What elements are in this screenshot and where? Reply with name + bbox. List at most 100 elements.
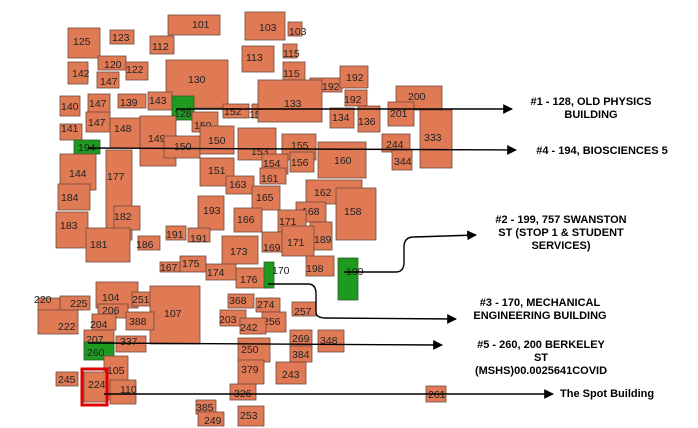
annotation-old-physics: #1 - 128, OLD PHYSICS BUILDING	[515, 96, 667, 122]
building-label: 163	[229, 179, 247, 191]
building-label: 245	[58, 374, 76, 386]
building-footprint	[117, 93, 147, 109]
building-footprint	[257, 79, 323, 123]
building-footprint	[222, 103, 250, 119]
building-label: 151	[208, 165, 226, 177]
arrow-3	[268, 283, 457, 324]
building-label: 167	[160, 262, 178, 274]
building-footprint	[199, 125, 235, 155]
building-label: 169	[263, 242, 281, 254]
annotation-line: #2 - 199, 757 SWANSTON	[495, 214, 627, 226]
building-label: 260	[87, 347, 105, 359]
building-label: 191	[190, 233, 208, 245]
building-label: 165	[256, 192, 274, 204]
building-label: 140	[61, 101, 79, 113]
building-label: 368	[229, 295, 247, 307]
annotation-berkeley: #5 - 260, 200 BERKELEY ST (MSHS)00.00256…	[456, 339, 626, 378]
building-label: 168	[302, 206, 320, 218]
building-footprint	[237, 337, 271, 363]
the-spot-highlight	[80, 367, 109, 407]
building-label: 194	[78, 142, 96, 154]
building-label: 274	[257, 299, 275, 311]
building-label: 147	[100, 76, 118, 88]
building-footprint	[241, 45, 275, 73]
building-footprint	[239, 317, 267, 335]
building-footprint	[263, 261, 275, 289]
building-label: 186	[136, 239, 154, 251]
building-label: 225	[70, 298, 88, 310]
arrow-2	[344, 230, 477, 273]
building-label: 348	[320, 335, 338, 347]
building-label: 134	[332, 112, 350, 124]
building-label: 154	[263, 158, 281, 170]
building-label: 148	[114, 123, 132, 135]
building-label: 173	[230, 246, 248, 258]
building-label: 115	[283, 68, 300, 80]
annotation-line: The Spot Building	[560, 388, 655, 400]
building-footprint	[387, 101, 415, 127]
building-footprint	[395, 85, 443, 111]
annotation-biosciences: #4 - 194, BIOSCIENCES 5	[522, 145, 682, 158]
building-label: 110	[120, 384, 137, 396]
building-footprint	[419, 109, 453, 169]
building-footprint	[221, 235, 259, 265]
building-label: 142	[72, 68, 90, 80]
building-footprint	[187, 227, 211, 243]
building-label: 133	[284, 98, 302, 110]
building-footprint	[282, 43, 298, 59]
building-label: 183	[60, 220, 78, 232]
building-label: 104	[102, 292, 120, 304]
building-label: 256	[263, 316, 281, 328]
building-label: 337	[120, 336, 138, 348]
building-footprint	[109, 379, 137, 405]
building-footprint	[275, 361, 307, 385]
building-label: 269	[292, 333, 310, 345]
building-footprint	[229, 383, 257, 401]
building-label: 243	[282, 369, 300, 381]
building-label: 171	[287, 237, 305, 249]
building-label: 200	[408, 91, 426, 103]
building-footprint	[329, 107, 355, 129]
building-footprint	[344, 89, 368, 107]
building-footprint	[57, 183, 91, 211]
annotation-line: #1 - 128, OLD PHYSICS	[530, 96, 652, 108]
arrow-5	[87, 340, 443, 350]
building-footprint	[281, 225, 315, 257]
building-label: 220	[34, 294, 52, 306]
building-label: 147	[89, 98, 107, 110]
building-label: 103	[289, 26, 307, 38]
annotation-line: ST (STOP 1 & STUDENT	[498, 227, 624, 239]
building-label: 261	[428, 389, 446, 401]
building-footprint	[289, 151, 315, 173]
building-label: 143	[149, 95, 167, 107]
building-label: 107	[164, 308, 182, 320]
building-label: 147	[88, 117, 106, 129]
annotation-line: BUILDING	[564, 109, 618, 121]
building-label: 105	[107, 365, 125, 377]
building-label: 150	[174, 141, 192, 153]
building-footprint	[55, 211, 89, 249]
building-label: 170	[272, 265, 290, 277]
building-footprint	[149, 35, 175, 55]
building-label: 203	[219, 314, 237, 326]
annotation-line: ST	[533, 352, 549, 364]
building-label: 176	[240, 274, 258, 286]
building-label: 244	[386, 139, 404, 151]
annotation-line: ENGINEERING BUILDING	[473, 310, 607, 322]
building-footprint	[59, 123, 83, 141]
annotation-mechanical-engineering: #3 - 170, MECHANICAL ENGINEERING BUILDIN…	[460, 297, 620, 323]
annotation-the-spot: The Spot Building	[560, 388, 670, 401]
building-footprint	[305, 255, 335, 277]
annotation-line: #5 - 260, 200 BERKELEY	[477, 339, 605, 351]
building-label: 166	[237, 214, 255, 226]
building-label: 158	[344, 206, 362, 218]
building-label: 162	[314, 187, 332, 199]
building-footprint	[251, 185, 281, 211]
annotation-line: (MSHS)00.0025641COVID	[474, 365, 608, 377]
building-label: 150	[208, 135, 226, 147]
building-footprint	[237, 359, 265, 385]
building-footprint	[259, 167, 287, 185]
building-footprint	[125, 61, 149, 81]
